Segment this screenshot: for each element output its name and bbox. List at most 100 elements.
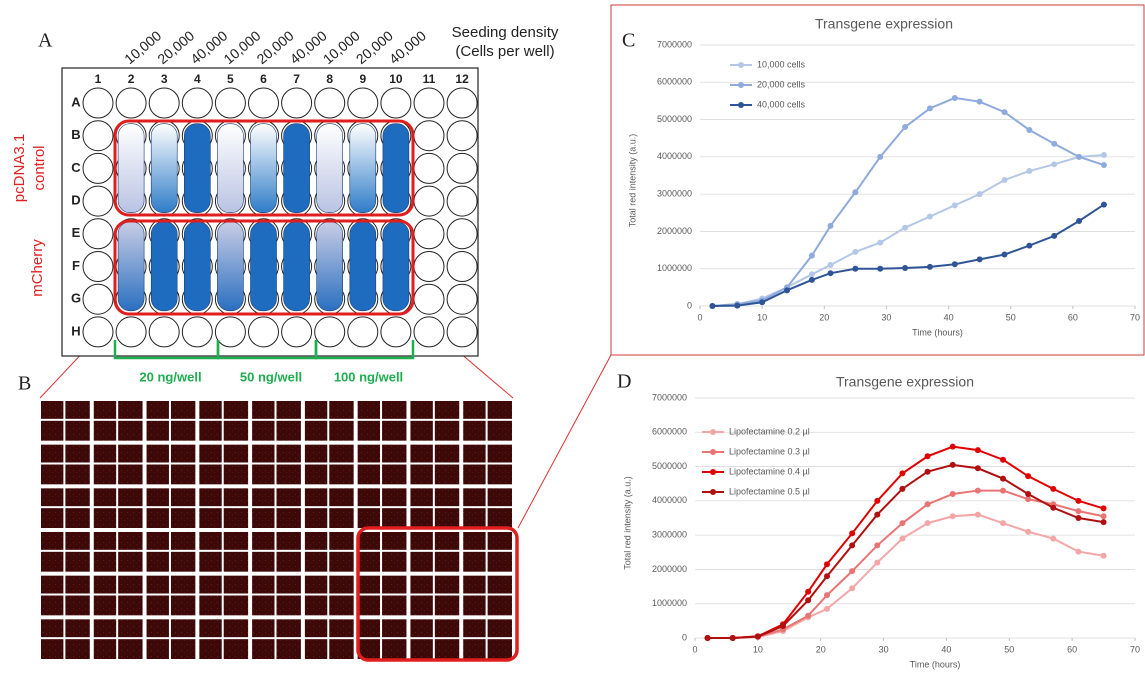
data-point xyxy=(877,240,883,246)
image-tile xyxy=(488,401,512,419)
image-tile xyxy=(199,445,221,463)
image-tile xyxy=(329,445,353,463)
image-tile xyxy=(147,488,169,506)
seeding-label: 10,000 xyxy=(121,27,164,67)
legend-marker xyxy=(738,82,744,88)
data-point xyxy=(902,124,908,130)
image-tile xyxy=(382,488,406,506)
image-tile xyxy=(463,532,485,550)
image-tile xyxy=(305,532,327,550)
data-point xyxy=(1101,505,1107,511)
data-point xyxy=(824,592,830,598)
chart-title: Transgene expression xyxy=(815,16,953,32)
image-tile xyxy=(305,639,327,659)
image-tile xyxy=(171,576,195,594)
well xyxy=(83,186,113,216)
data-point xyxy=(805,613,811,619)
legend-marker xyxy=(738,62,744,68)
image-tile xyxy=(41,576,63,594)
well-column xyxy=(118,222,144,311)
image-tile xyxy=(224,619,248,637)
data-point xyxy=(1000,476,1006,482)
well-column xyxy=(151,222,177,311)
legend-marker xyxy=(738,102,744,108)
image-tile xyxy=(410,619,432,637)
image-tile xyxy=(41,465,63,485)
data-point xyxy=(899,520,905,526)
y-tick-label: 1000000 xyxy=(652,598,687,608)
well xyxy=(447,186,477,216)
image-tile xyxy=(65,596,89,616)
y-tick-label: 6000000 xyxy=(652,427,687,437)
data-point xyxy=(874,512,880,518)
panel-label: B xyxy=(18,373,31,395)
image-tile xyxy=(94,639,116,659)
image-tile xyxy=(358,619,380,637)
data-point xyxy=(849,530,855,536)
data-point xyxy=(1002,109,1008,115)
image-tile xyxy=(358,508,380,528)
image-tile xyxy=(463,576,485,594)
x-axis-label: Time (hours) xyxy=(912,327,963,337)
image-tile xyxy=(41,532,63,550)
image-tile xyxy=(382,596,406,616)
data-point xyxy=(899,486,905,492)
data-point xyxy=(925,469,931,475)
x-tick-label: 10 xyxy=(757,312,767,322)
data-point xyxy=(874,498,880,504)
y-tick-label: 0 xyxy=(687,300,692,310)
image-tile xyxy=(329,421,353,441)
well xyxy=(447,88,477,118)
data-point xyxy=(1075,508,1081,514)
image-tile xyxy=(224,532,248,550)
data-point xyxy=(877,266,883,272)
image-tile xyxy=(410,596,432,616)
image-tile xyxy=(252,619,274,637)
y-tick-label: 6000000 xyxy=(657,77,692,87)
well xyxy=(447,219,477,249)
well xyxy=(83,88,113,118)
data-point xyxy=(1101,553,1107,559)
legend-marker xyxy=(710,469,716,475)
data-point xyxy=(925,453,931,459)
x-tick-label: 70 xyxy=(1130,644,1140,654)
image-tile xyxy=(358,445,380,463)
data-point xyxy=(1025,529,1031,535)
well-column xyxy=(284,124,310,213)
image-tile xyxy=(410,508,432,528)
image-tile xyxy=(329,552,353,572)
image-tile xyxy=(329,465,353,485)
image-tile xyxy=(171,401,195,419)
image-tile xyxy=(171,639,195,659)
legend-marker xyxy=(710,429,716,435)
well xyxy=(414,88,444,118)
image-tile xyxy=(41,401,63,419)
image-tile xyxy=(171,508,195,528)
seeding-label: 40,000 xyxy=(287,27,330,67)
data-point xyxy=(874,560,880,566)
image-tile xyxy=(277,532,301,550)
data-point xyxy=(828,270,834,276)
image-tile xyxy=(410,465,432,485)
data-point xyxy=(1051,233,1057,239)
image-tile xyxy=(199,596,221,616)
well xyxy=(249,317,279,347)
image-tile xyxy=(65,576,89,594)
data-point xyxy=(849,542,855,548)
data-point xyxy=(824,573,830,579)
y-tick-label: 0 xyxy=(682,632,687,642)
data-point xyxy=(1101,152,1107,158)
image-tile xyxy=(329,639,353,659)
y-tick-label: 7000000 xyxy=(657,39,692,49)
image-tile xyxy=(463,421,485,441)
image-tile xyxy=(199,401,221,419)
well xyxy=(414,121,444,151)
data-point xyxy=(950,462,956,468)
image-tile xyxy=(65,619,89,637)
data-point xyxy=(784,287,790,293)
column-label: 9 xyxy=(359,72,366,86)
well xyxy=(215,88,245,118)
image-tile xyxy=(118,639,142,659)
well xyxy=(414,153,444,183)
image-tile xyxy=(94,421,116,441)
